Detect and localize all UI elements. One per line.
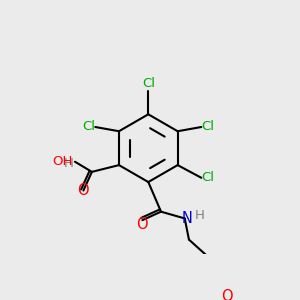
Text: O: O bbox=[78, 183, 89, 198]
Text: Cl: Cl bbox=[202, 121, 214, 134]
Text: OH: OH bbox=[52, 155, 72, 168]
Text: O: O bbox=[136, 217, 148, 232]
Text: H: H bbox=[64, 157, 74, 170]
Text: Cl: Cl bbox=[202, 171, 214, 184]
Text: Cl: Cl bbox=[82, 121, 95, 134]
Text: O: O bbox=[221, 289, 233, 300]
Text: H: H bbox=[195, 209, 205, 222]
Text: Cl: Cl bbox=[142, 77, 155, 90]
Text: N: N bbox=[182, 211, 193, 226]
